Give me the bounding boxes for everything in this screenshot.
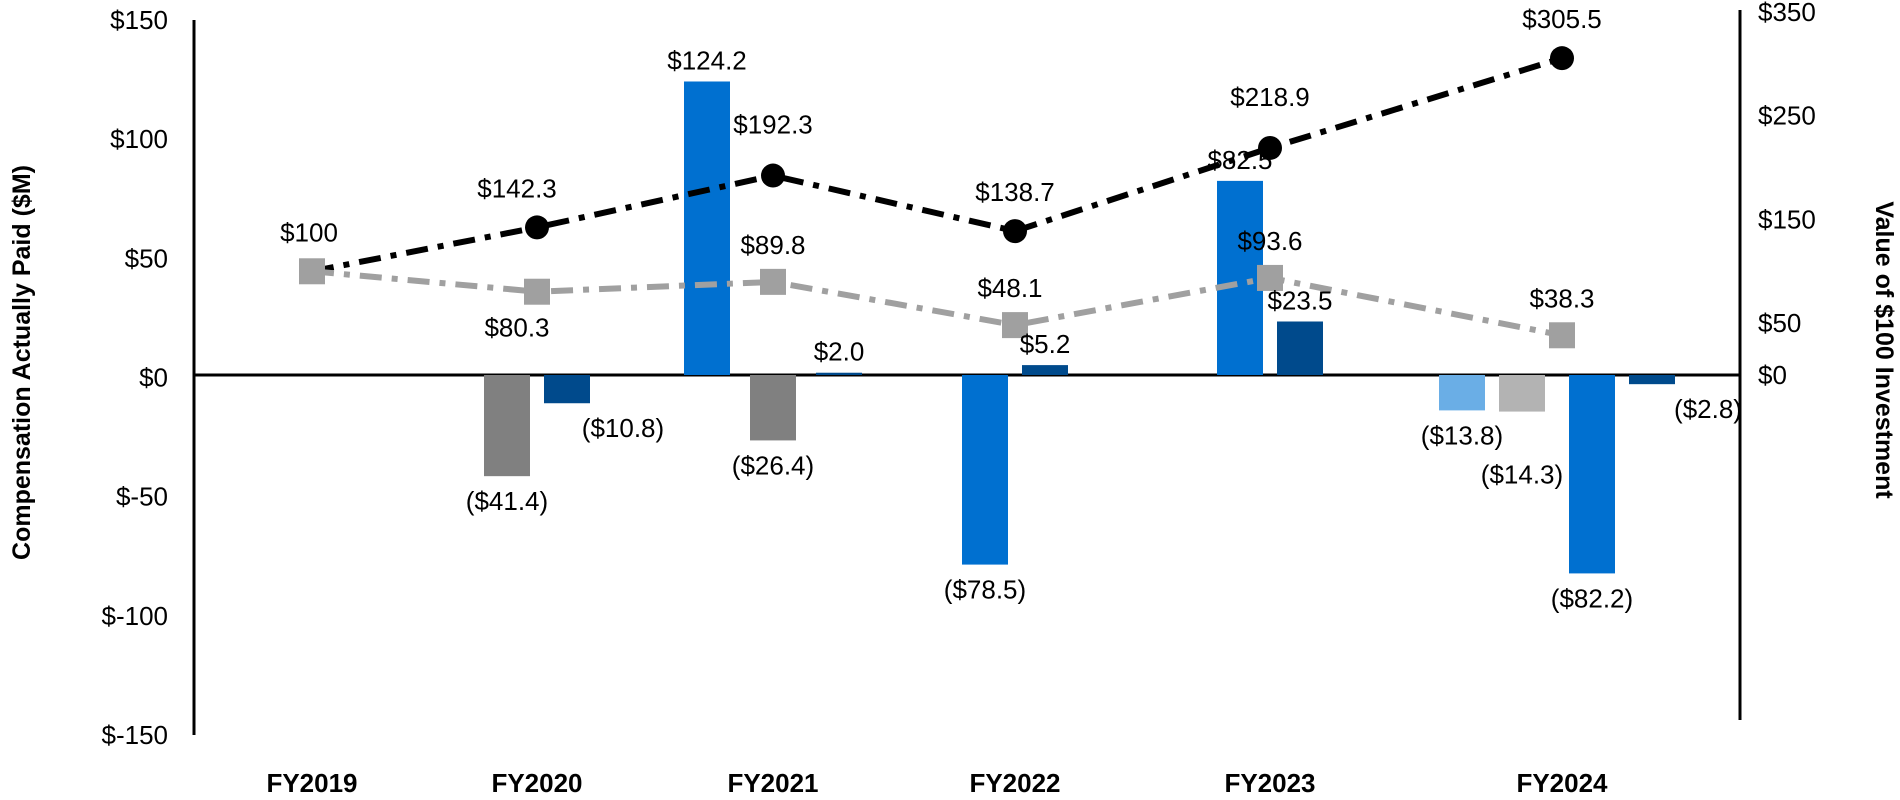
bar-fy2021-0 (684, 81, 730, 376)
line-point (1003, 219, 1027, 244)
bar-label: ($2.8) (1674, 394, 1742, 424)
line-label: $48.1 (977, 273, 1042, 303)
line-point (1258, 135, 1282, 160)
data-labels: ($41.4) ($10.8) $124.2 ($26.4) $2.0 ($78.5) $5… (280, 4, 1742, 613)
bar-fy2020-0 (484, 375, 530, 477)
right-tick-label: $350 (1758, 0, 1816, 27)
bar-label: ($14.3) (1481, 460, 1563, 490)
bar-label: $124.2 (667, 45, 747, 75)
category-label: FY2019 (266, 768, 357, 798)
category-label: FY2024 (1516, 768, 1608, 798)
left-tick-label: $50 (125, 243, 168, 273)
bar-fy2020-1 (544, 375, 590, 404)
left-tick-label: $0 (139, 363, 168, 393)
category-label: FY2020 (491, 768, 582, 798)
left-tick-label: $100 (110, 124, 168, 154)
line-label: $305.5 (1522, 4, 1602, 34)
bars (484, 81, 1675, 574)
lines (299, 46, 1575, 349)
bar-label: ($26.4) (732, 450, 814, 480)
category-label: FY2022 (969, 768, 1060, 798)
bar-fy2022-1 (1022, 365, 1068, 375)
right-tick-label: $0 (1758, 360, 1787, 390)
category-label: FY2023 (1224, 768, 1315, 798)
line-point (1549, 322, 1575, 349)
line-gray (311, 268, 1563, 339)
bar-label: ($78.5) (944, 575, 1026, 605)
line-label: $80.3 (484, 313, 549, 343)
left-tick-label: $-100 (102, 601, 169, 631)
line-point (760, 268, 786, 295)
bar-fy2023-0 (1217, 180, 1263, 375)
line-black (311, 55, 1563, 275)
line-point (1002, 312, 1028, 339)
line-label: $38.3 (1529, 283, 1594, 313)
right-tick-label: $50 (1758, 308, 1801, 338)
right-axis-title: Value of $100 Investment (1870, 201, 1898, 499)
line-point (761, 163, 785, 188)
line-point (299, 258, 325, 285)
bar-label: ($41.4) (466, 486, 548, 516)
left-tick-label: $150 (110, 5, 168, 35)
left-tick-label: $-50 (116, 482, 168, 512)
line-label: $89.8 (740, 230, 805, 260)
bar-fy2021-1 (750, 375, 796, 441)
left-axis-title: Compensation Actually Paid ($M) (8, 165, 36, 560)
bar-label: ($10.8) (582, 413, 664, 443)
line-label: $192.3 (733, 110, 813, 140)
bar-label: $5.2 (1020, 329, 1071, 359)
bar-fy2024-0 (1439, 375, 1485, 411)
line-point (1550, 46, 1574, 71)
left-tick-label: $-150 (102, 720, 169, 750)
line-point (525, 215, 549, 240)
bar-fy2024-2 (1569, 375, 1615, 574)
axes: $150 $100 $50 $0 $-50 $-100 $-150 $350 $250 $150 $… (8, 0, 1898, 798)
bar-fy2024-1 (1499, 375, 1545, 412)
line-label: $93.6 (1237, 226, 1302, 256)
bar-fy2023-1 (1277, 321, 1323, 375)
line-label: $218.9 (1230, 82, 1310, 112)
line-label: $138.7 (975, 177, 1055, 207)
bar-label: ($13.8) (1421, 420, 1503, 450)
right-tick-label: $150 (1758, 204, 1816, 234)
category-label: FY2021 (727, 768, 818, 798)
right-tick-label: $250 (1758, 101, 1816, 131)
bar-label: ($82.2) (1551, 583, 1633, 613)
bar-label: $2.0 (814, 337, 865, 367)
line-label: $142.3 (477, 173, 557, 203)
bar-label: $23.5 (1267, 285, 1332, 315)
bar-label: $82.5 (1207, 145, 1272, 175)
line-label: $100 (280, 217, 338, 247)
bar-fy2021-2 (816, 372, 862, 375)
line-point (524, 278, 550, 305)
bar-fy2022-0 (962, 375, 1008, 565)
bar-fy2024-3 (1629, 375, 1675, 385)
line-point (1257, 264, 1283, 291)
